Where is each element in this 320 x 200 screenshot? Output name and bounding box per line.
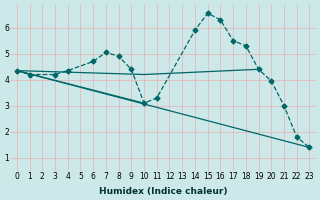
X-axis label: Humidex (Indice chaleur): Humidex (Indice chaleur) (99, 187, 228, 196)
